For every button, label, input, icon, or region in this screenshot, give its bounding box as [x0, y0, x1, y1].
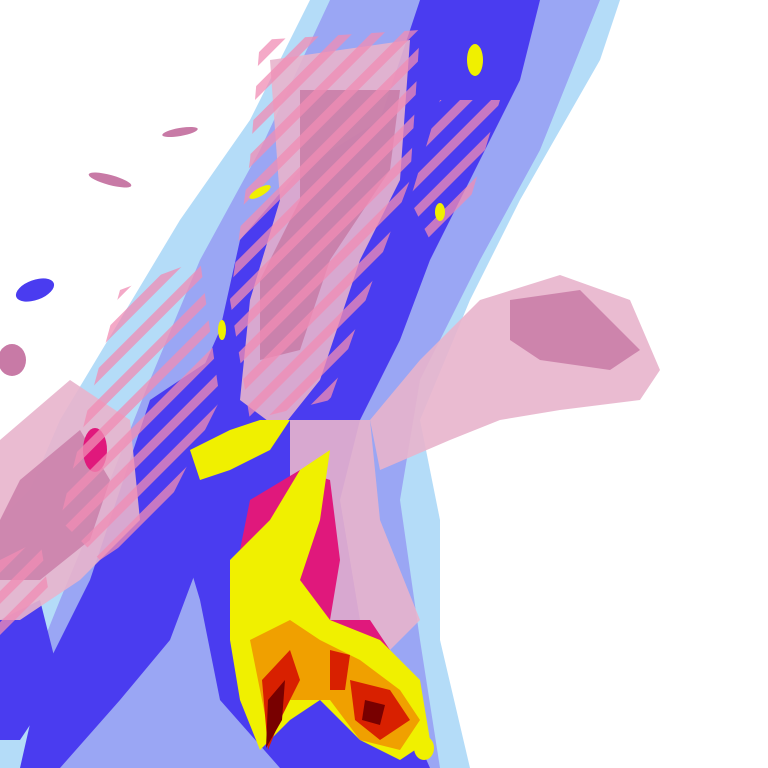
heavy-patch	[218, 320, 226, 340]
mixed-patch	[0, 344, 26, 376]
mixed-patch	[15, 278, 55, 302]
heavy-patch	[467, 44, 483, 76]
mixed-heavy-area	[510, 290, 640, 370]
extreme-area	[266, 680, 285, 748]
hatched-area	[0, 540, 50, 640]
precipitation-layers	[0, 0, 660, 768]
mixed-patch	[162, 126, 198, 138]
hatched-area	[60, 260, 220, 560]
heavy-patch	[435, 203, 445, 221]
heavy-patch	[249, 185, 271, 199]
mixed-patch	[88, 172, 132, 188]
hatched-area	[410, 100, 500, 240]
intense-area	[330, 650, 350, 690]
moderate-area	[0, 600, 60, 740]
heavy-area	[190, 420, 290, 480]
heavy-patch	[414, 736, 434, 760]
extreme-area	[362, 700, 385, 725]
hatched-area	[230, 30, 420, 420]
